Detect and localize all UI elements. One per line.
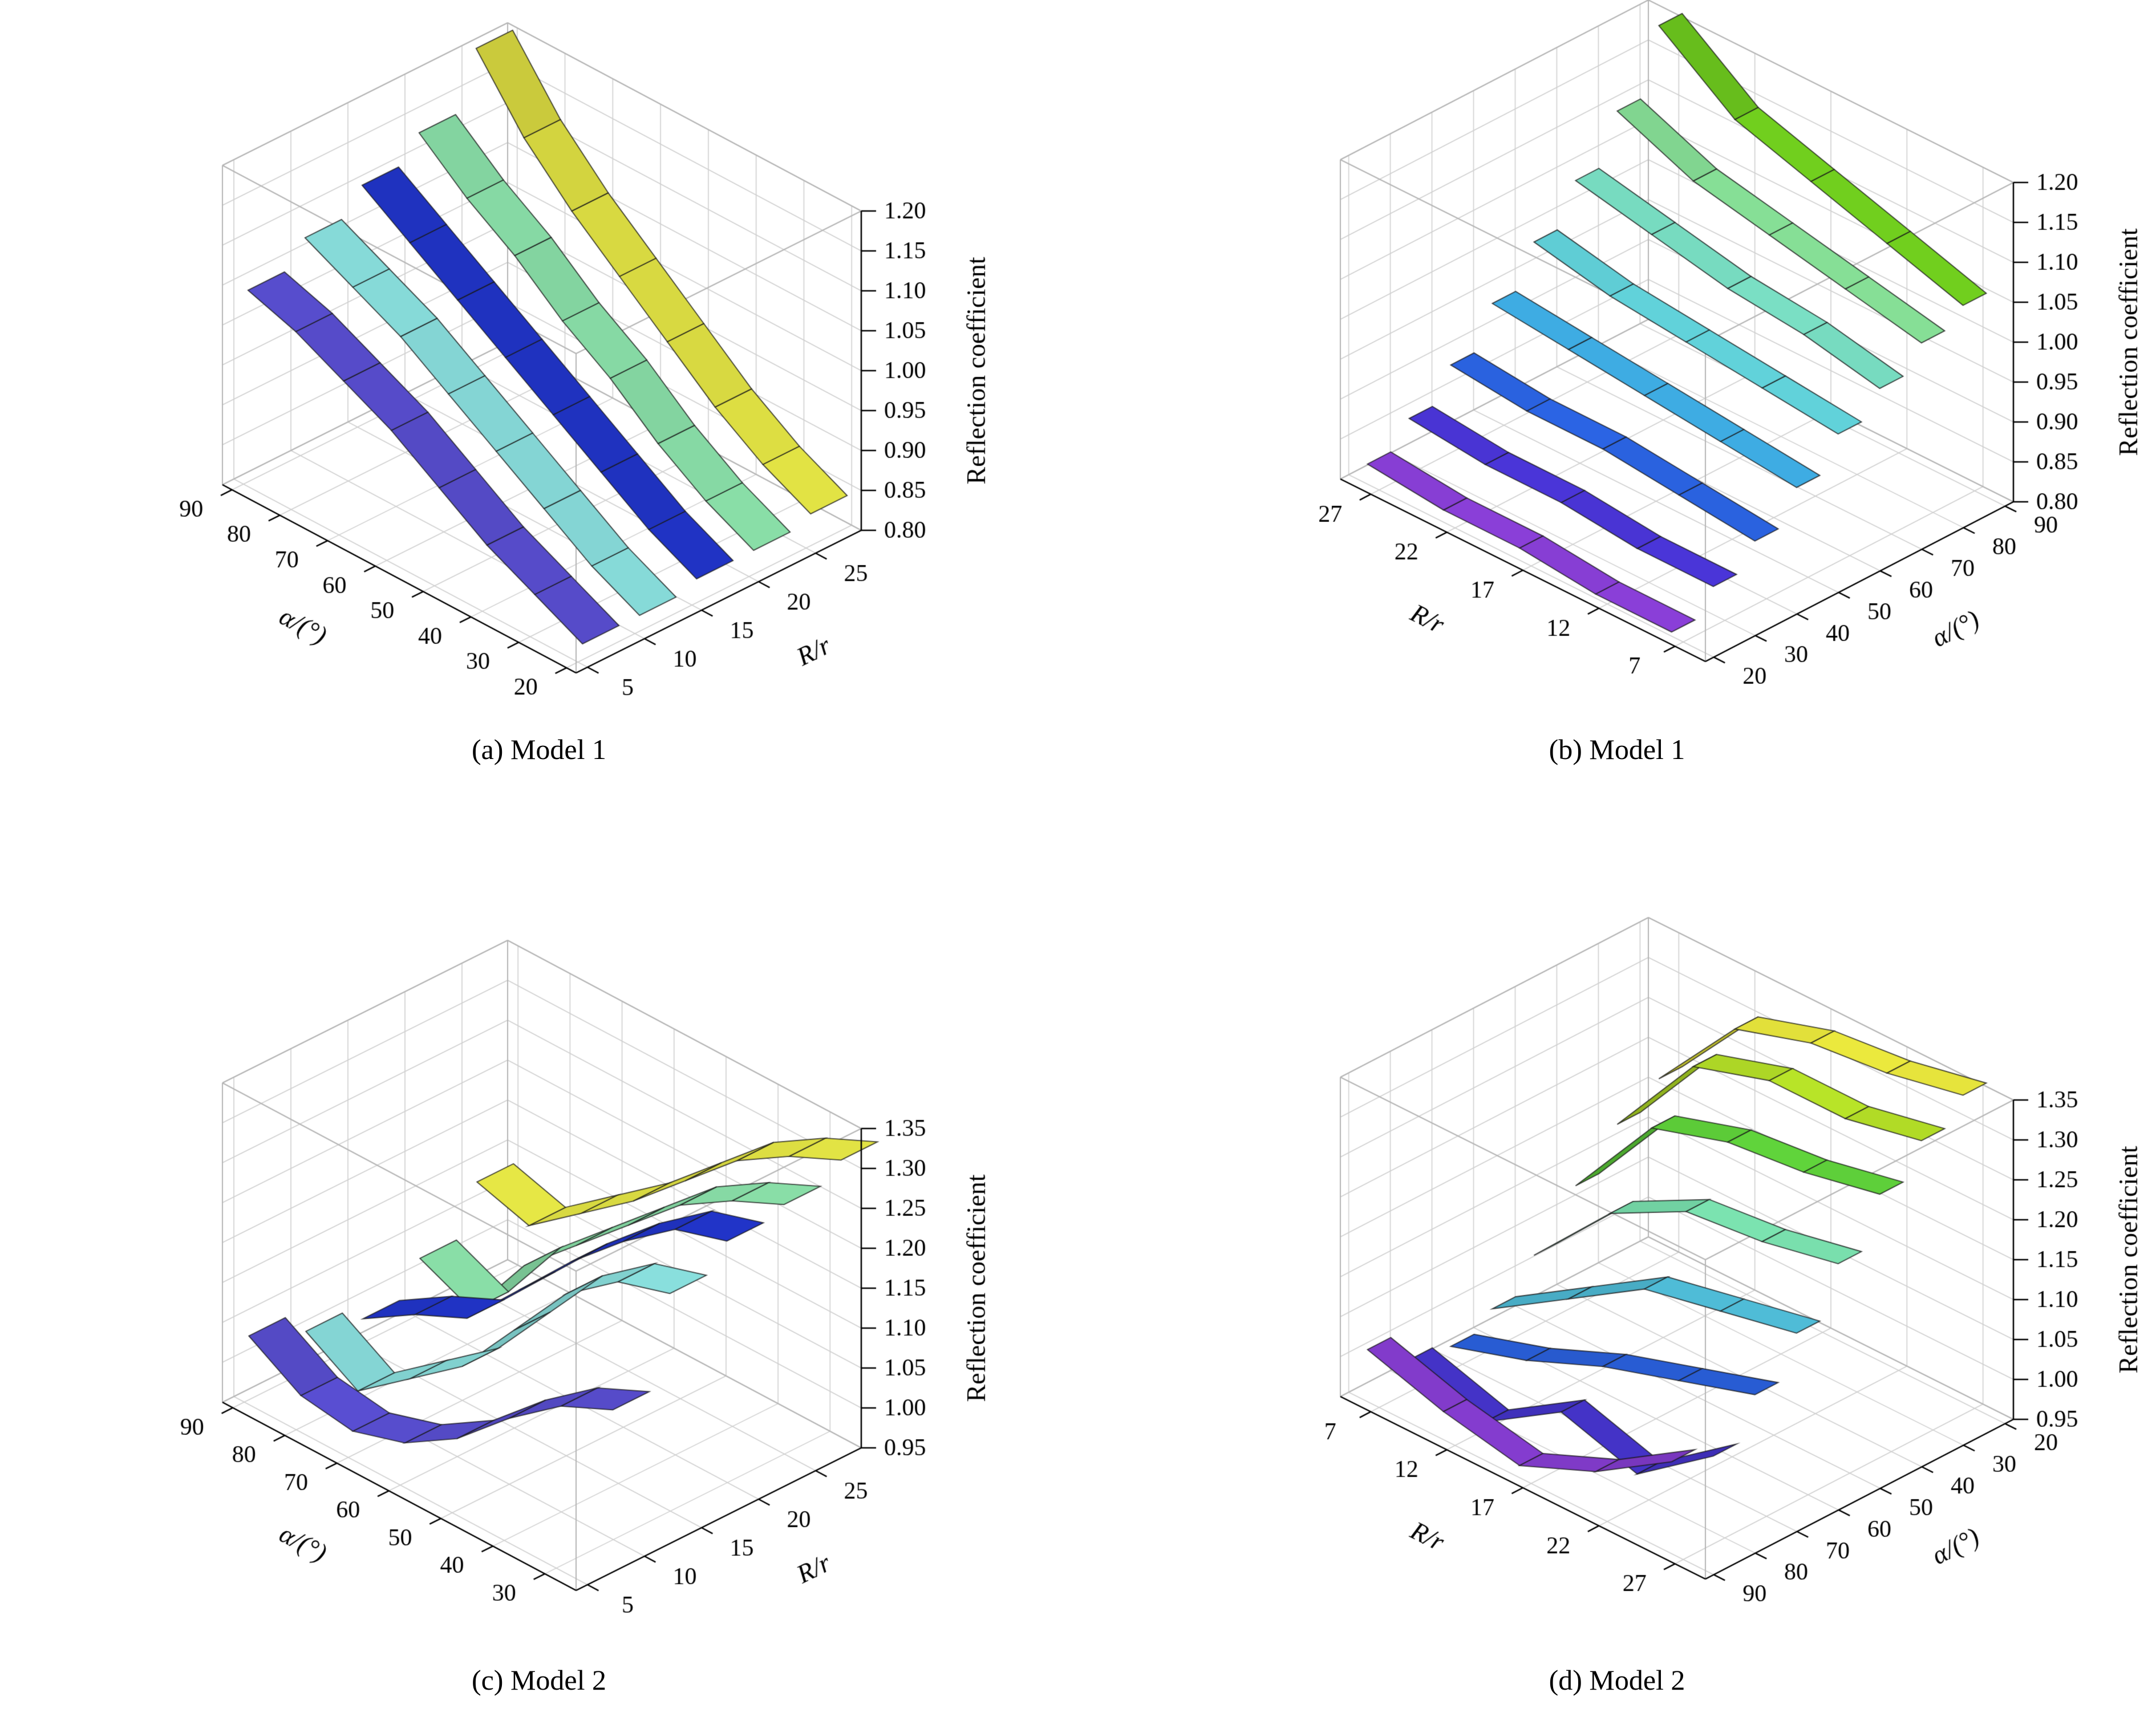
panel-d: (d) Model 2 xyxy=(1078,860,2156,1721)
panel-a: (a) Model 1 xyxy=(0,0,1078,860)
ribbon-chart-a-canvas xyxy=(0,0,1078,860)
caption-d: (d) Model 2 xyxy=(1549,1664,1685,1696)
panel-b: (b) Model 1 xyxy=(1078,0,2156,860)
caption-a: (a) Model 1 xyxy=(471,733,607,765)
ribbon-chart-c-canvas xyxy=(0,860,1078,1721)
ribbon-chart-d-canvas xyxy=(1078,860,2156,1721)
caption-c: (c) Model 2 xyxy=(471,1664,607,1696)
ribbon-chart-b-canvas xyxy=(1078,0,2156,860)
panel-c: (c) Model 2 xyxy=(0,860,1078,1721)
caption-b: (b) Model 1 xyxy=(1549,733,1685,765)
